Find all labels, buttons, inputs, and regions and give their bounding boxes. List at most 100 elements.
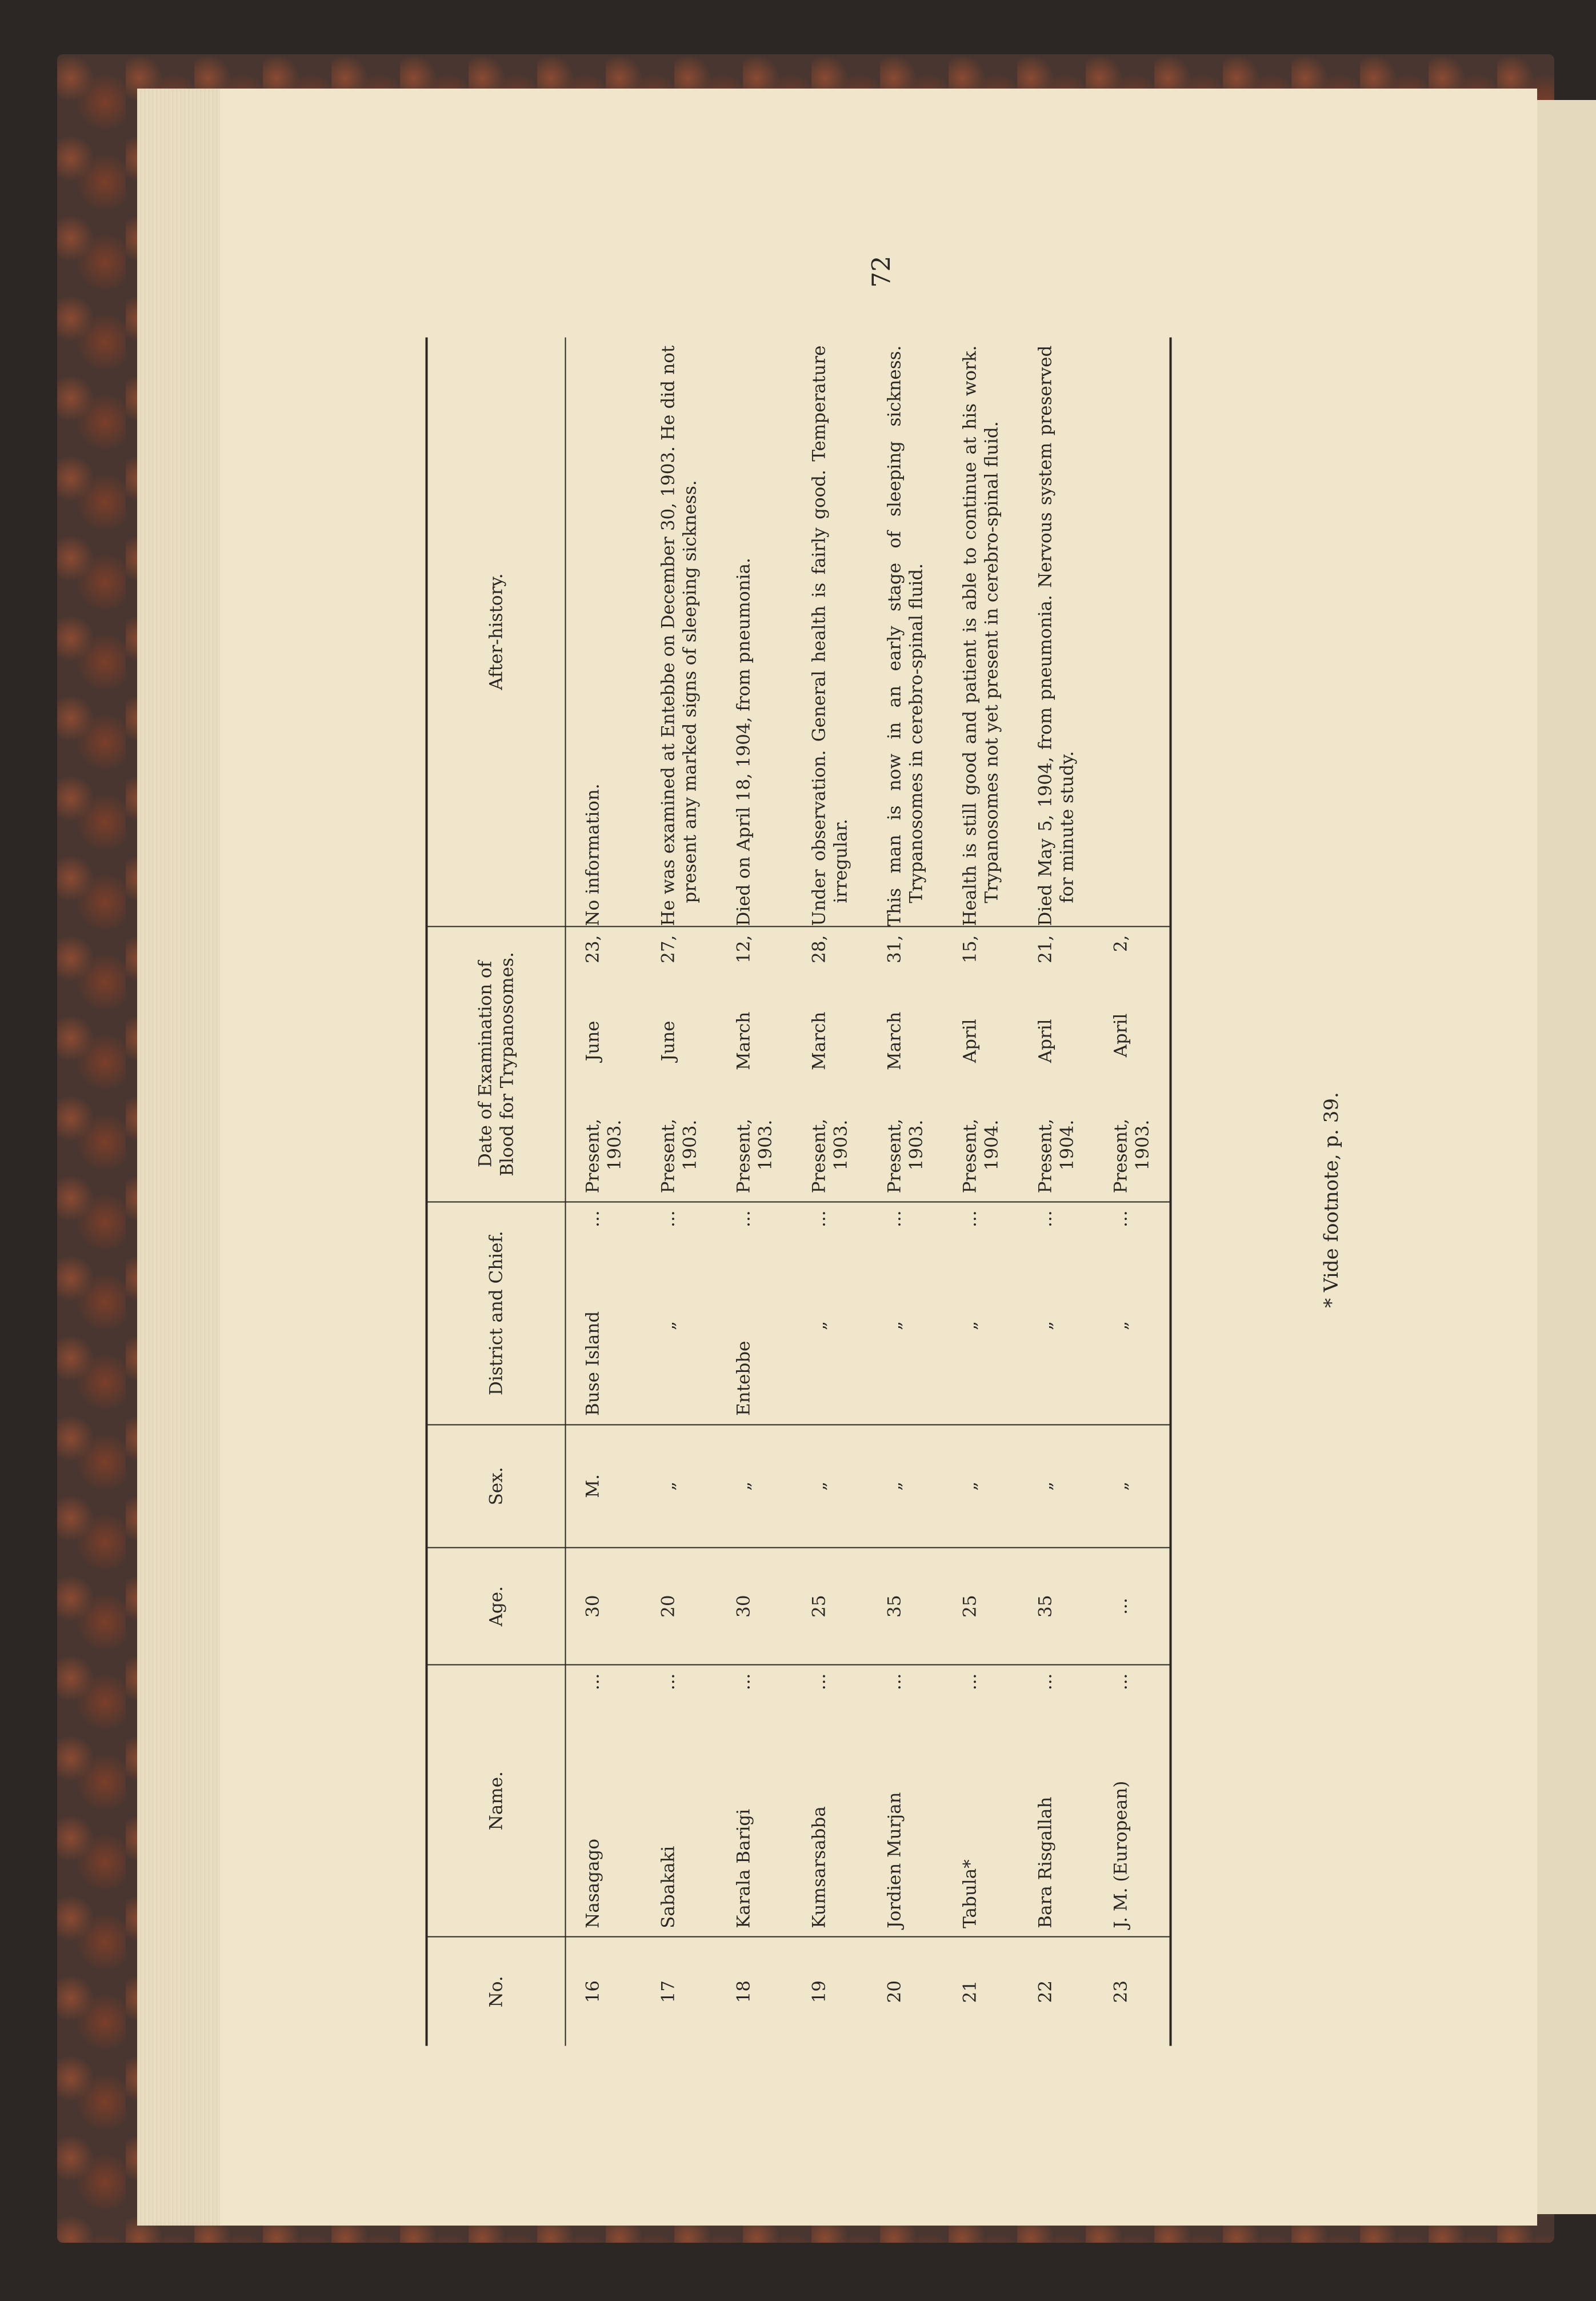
date-month: March [809,1011,830,1071]
cell-sex: M. [565,1424,642,1548]
name: Kumsarsabba [809,1806,830,1928]
date-day: 23, [582,935,603,963]
cell-date: Present, March 12, 1903. [717,926,793,1202]
date-month: April [1035,1019,1056,1063]
cell-after-history [1094,337,1171,927]
date-status: Present, [658,1118,679,1194]
leader-dots: ... [959,1210,981,1227]
table-row: 23 J. M. (European)...... „ „... Present, Apr… [1094,337,1171,2046]
column-header: Name. [426,1664,566,1937]
table-row: 16 Nasagago... 30 M. Buse Island... Present, J… [565,337,642,2046]
date-day: 12, [733,935,754,963]
date-status: Present, [809,1118,830,1194]
cell-name: Jordien Murjan... [867,1664,943,1937]
column-header: After-history. [426,337,566,927]
cell-date: Present, March 31, 1903. [867,926,943,1202]
name: Karala Barigi [733,1808,754,1928]
table-row: 21 Tabula*... 25 „ „... Present, April 15, 1904.… [943,337,1019,2046]
cell-no: 17 [658,1980,679,2003]
cell-date: Present, April 15, 1904. [943,926,1019,1202]
after-history: This man is now in an early stage of sle… [884,345,927,926]
table-row: 18 Karala Barigi... 30 „ Entebbe... Present, M… [717,337,793,2046]
date-day: 15, [959,935,981,963]
date-status: Present, [1110,1118,1131,1194]
leader-dots: ... [582,1210,603,1227]
leader-dots: ... [733,1210,754,1227]
name: J. M. (European) [1110,1780,1131,1928]
leader-dots: ... [809,1210,830,1227]
after-history: No information. [582,783,603,926]
column-header: No. [486,1976,507,2008]
cell-no: 19 [809,1980,830,2003]
cell-no: 22 [1035,1980,1056,2003]
cell-district: „... [1018,1202,1094,1425]
facing-page [1537,100,1596,2214]
cell-district: „... [943,1202,1019,1425]
cell-district: „... [792,1202,868,1425]
cell-district: „... [641,1202,717,1425]
district: Buse Island [582,1311,603,1416]
name: Bara Risgallah [1035,1796,1056,1928]
district: Entebbe [733,1340,754,1416]
cell-date: Present, March 28, 1903. [792,926,868,1202]
cell-age: ... [1094,1547,1171,1665]
page-edges [137,89,223,2226]
cell-no: 21 [959,1980,981,2003]
cell-no: 23 [1110,1980,1131,2003]
district: „ [959,1320,981,1331]
cell-after-history: He was examined at Entebbe on December 3… [641,337,717,927]
after-history: He was examined at Entebbe on December 3… [658,345,701,926]
cell-date: Present, April 2, 1903. [1094,926,1171,1202]
date-status: Present, [1035,1118,1056,1194]
cell-sex: „ [792,1424,868,1548]
cell-district: Entebbe... [717,1202,793,1425]
cell-name: Kumsarsabba... [792,1664,868,1937]
cell-sex: „ [943,1424,1019,1548]
cell-district: „... [1094,1202,1171,1425]
date-year: 1904. [1057,1119,1078,1171]
cell-name: Sabakaki... [641,1664,717,1937]
page-number: 72 [867,255,897,288]
date-month: April [959,1019,981,1063]
cell-no: 18 [733,1980,754,2003]
cell-date: Present, April 21, 1904. [1018,926,1094,1202]
column-header: Age. [426,1547,566,1665]
cell-after-history: This man is now in an early stage of sle… [867,337,943,927]
cell-district: „... [867,1202,943,1425]
cell-after-history: Died May 5, 1904, from pneumonia. Nervou… [1018,337,1094,927]
after-history: Died on April 18, 1904, from pneumonia. [733,558,754,926]
date-status: Present, [884,1118,905,1194]
date-month: June [582,1021,603,1062]
date-year: 1903. [755,1119,776,1171]
table-row: 20 Jordien Murjan... 35 „ „... Present, March 3… [867,337,943,2046]
date-status: Present, [582,1118,603,1194]
leader-dots: ... [1035,1210,1056,1227]
date-day: 28, [809,935,830,963]
after-history: Under observation. General health is fai… [809,345,851,926]
cell-district: Buse Island... [565,1202,642,1425]
date-day: 31, [884,935,905,963]
cell-name: Tabula*... [943,1664,1019,1937]
date-day: 27, [658,935,679,963]
cell-age: 25 [943,1547,1019,1665]
cell-sex: „ [1018,1424,1094,1548]
date-year: 1903. [830,1119,851,1171]
cell-sex: „ [1094,1424,1171,1548]
leader-dots: ... [1110,1673,1131,1691]
district: „ [809,1320,830,1331]
cell-no: 20 [884,1980,905,2003]
leader-dots: ... [582,1673,603,1691]
cell-name: Nasagago... [565,1664,642,1937]
date-month: March [884,1011,905,1071]
table-row: 19 Kumsarsabba... 25 „ „... Present, March 28, 1… [792,337,868,2046]
leader-dots: ... [809,1673,830,1691]
cell-sex: „ [717,1424,793,1548]
district: „ [1110,1320,1131,1331]
date-month: June [658,1021,679,1062]
cell-age: 30 [717,1547,793,1665]
name: Jordien Murjan [884,1792,905,1928]
cell-name: Karala Barigi... [717,1664,793,1937]
district: „ [1035,1320,1056,1331]
column-header: Date of Examination of Blood for Trypano… [426,926,566,1202]
cell-age: 30 [565,1547,642,1665]
